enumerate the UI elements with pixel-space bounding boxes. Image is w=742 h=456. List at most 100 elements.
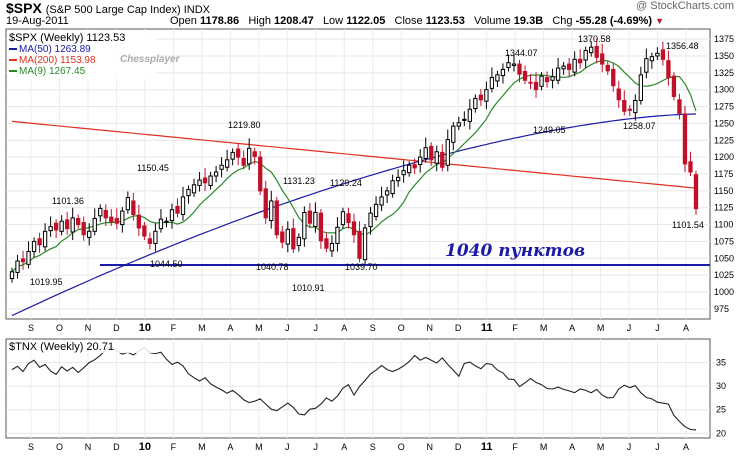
x-tick-label: N [426, 323, 433, 333]
x-tick-label: S [28, 323, 34, 333]
candle-body [473, 97, 478, 110]
candle-body [373, 203, 379, 217]
x-tick-label: J [655, 323, 660, 333]
candle-body [70, 217, 75, 233]
candle-body [263, 188, 268, 219]
low-label: Low [322, 15, 344, 27]
y-tick-label: 1200 [714, 152, 734, 162]
candle-body [693, 174, 699, 210]
open-value: 1178.86 [199, 15, 240, 27]
high-value: 1208.47 [274, 15, 314, 27]
candle-body [340, 211, 346, 226]
candle-body [440, 151, 445, 168]
candle-body [589, 46, 594, 54]
candle-body [627, 108, 632, 111]
down-arrow-icon: ▼ [655, 16, 664, 26]
y-tick-label: 1275 [714, 102, 734, 112]
x-tick-label: D [455, 442, 462, 452]
candle-body [418, 156, 423, 166]
candle-body [594, 46, 599, 58]
x-tick-label: F [171, 442, 177, 452]
candle-body [131, 200, 136, 215]
y-tick-label: 1000 [714, 287, 734, 297]
candle-body [401, 170, 406, 176]
candle-body [390, 180, 395, 195]
candle-body [147, 238, 153, 244]
candle-body [351, 221, 357, 236]
y-tick-label: 1100 [714, 220, 733, 230]
x-tick-label: N [85, 323, 92, 333]
candle-body [247, 147, 252, 165]
chart-date: 19-Aug-2011 [6, 15, 69, 27]
x-tick-label: 10 [139, 322, 151, 334]
candle-body [31, 240, 37, 253]
candle-body [478, 94, 484, 101]
candle-body [53, 222, 59, 231]
candle-body [445, 139, 450, 166]
price-panel-title: $SPX (Weekly) 1123.53 [9, 32, 125, 44]
x-tick-label: F [512, 442, 518, 452]
candle-body [357, 230, 362, 259]
y-tick-label: 25 [716, 405, 726, 415]
high-label: High [248, 15, 271, 27]
candle-body [379, 196, 384, 206]
candle-body [566, 63, 572, 70]
candle-body [191, 184, 197, 194]
volume-label: Volume [474, 15, 511, 27]
close-value: 1123.53 [425, 15, 465, 27]
y-tick-label: 20 [716, 428, 726, 438]
x-tick-label: A [341, 442, 347, 452]
watermark: Chessplayer [120, 54, 181, 65]
candle-body [109, 216, 114, 223]
candle-body [65, 219, 70, 230]
candle-body [153, 230, 158, 244]
candle-body [169, 209, 175, 222]
candle-body [362, 227, 368, 261]
candle-body [142, 225, 147, 237]
y-tick-label: 1225 [714, 135, 734, 145]
candle-body [37, 238, 42, 246]
candle-body [296, 236, 301, 246]
candle-body [103, 209, 108, 219]
candle-body [528, 81, 533, 84]
tnx-grid [6, 339, 710, 438]
legend-entry: MA(50) 1263.89 [19, 44, 91, 55]
x-tick-label: J [314, 323, 319, 333]
candle-body [583, 50, 588, 61]
candle-body [313, 211, 318, 228]
candle-body [550, 76, 555, 81]
y-tick-label: 1250 [714, 118, 734, 128]
candle-body [671, 75, 677, 97]
candle-body [517, 63, 522, 75]
candle-body [555, 67, 561, 81]
x-tick-label: N [426, 442, 433, 452]
candle-body [324, 238, 329, 249]
candle-body [429, 145, 434, 161]
candle-body [48, 226, 53, 232]
candle-body [230, 151, 235, 160]
candle-body [489, 77, 495, 89]
y-tick-label: 1075 [714, 236, 734, 246]
x-tick-label: D [113, 442, 120, 452]
support-line-label: 1040 пунктов [445, 241, 585, 261]
candle-body [495, 74, 500, 82]
y-tick-label: 1125 [714, 203, 733, 213]
candle-body [81, 222, 86, 236]
y-tick-label: 1150 [714, 186, 733, 196]
candle-body [451, 125, 456, 143]
price-annotation: 1150.45 [137, 163, 169, 173]
price-annotation: 1258.07 [623, 121, 656, 131]
x-tick-label: S [28, 442, 34, 452]
price-annotation: 1249.05 [533, 125, 566, 135]
x-tick-label: A [227, 323, 233, 333]
x-tick-label: S [370, 442, 376, 452]
x-tick-label: M [597, 323, 605, 333]
x-tick-label: M [540, 442, 548, 452]
ticker-description: (S&P 500 Large Cap Index) INDX [45, 4, 210, 16]
candle-body [213, 171, 219, 177]
candle-body [9, 271, 15, 280]
x-tick-label: D [455, 323, 462, 333]
open-label: Open [170, 15, 197, 27]
candle-body [511, 63, 517, 66]
